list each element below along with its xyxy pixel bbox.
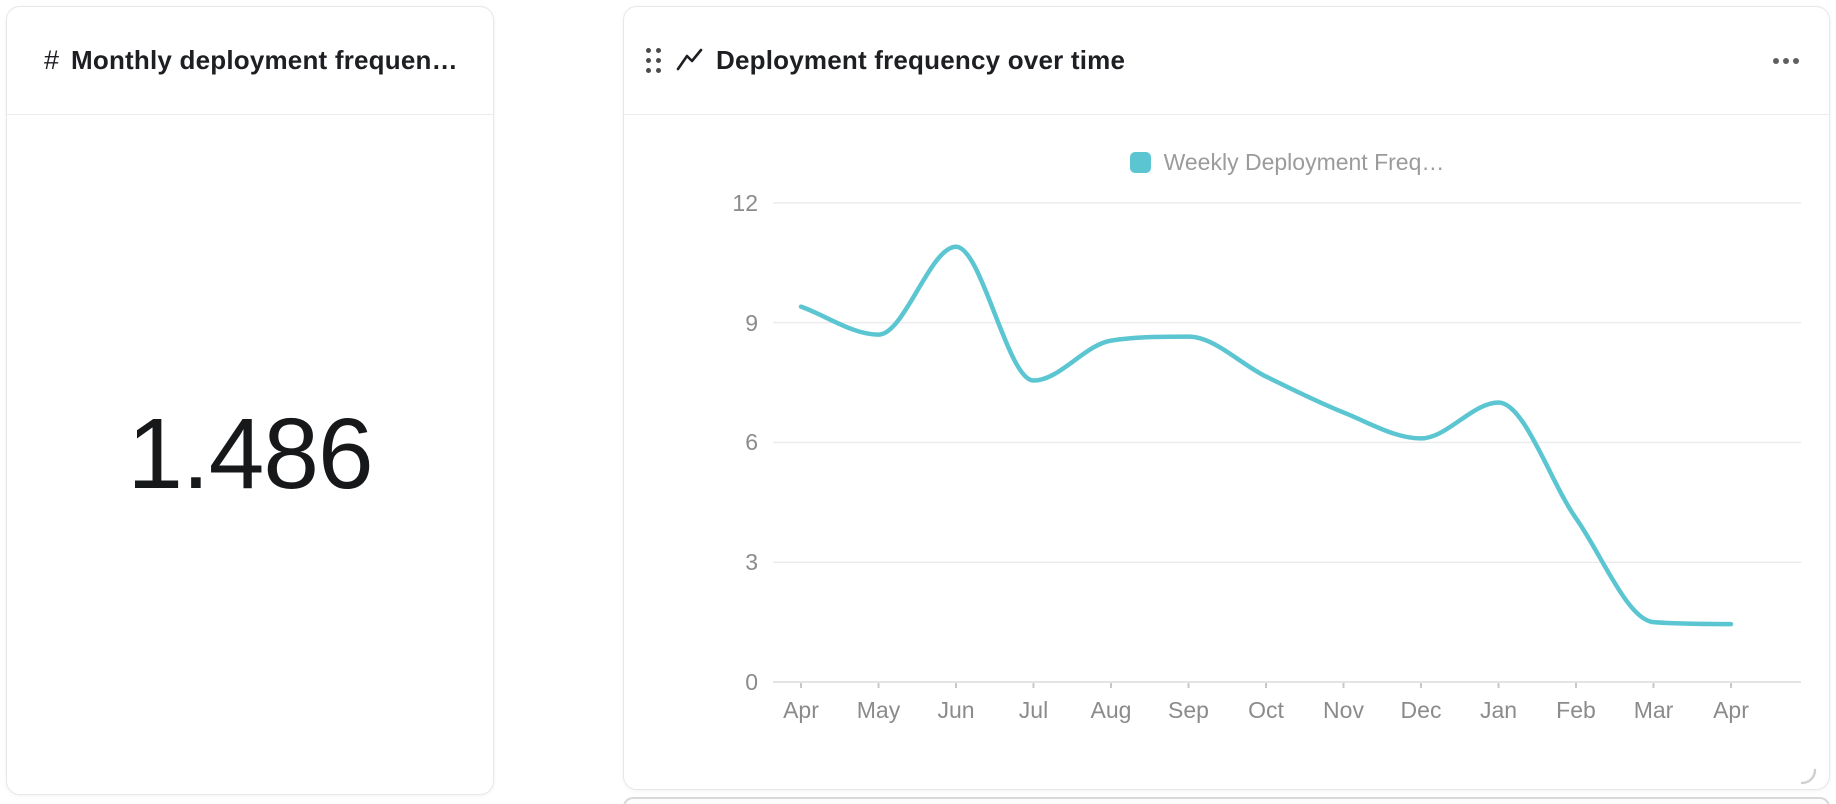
next-widget-top-edge [623,797,1830,804]
chart-card-title: Deployment frequency over time [716,45,1126,75]
x-axis-tick-label: Jun [937,697,975,723]
hash-icon: # [44,45,60,75]
x-axis-tick-label: Aug [1090,697,1132,723]
y-axis-tick-label: 6 [745,429,758,456]
y-axis-tick-label: 12 [732,189,758,216]
x-axis-tick-label: Oct [1248,697,1284,723]
resize-handle-icon[interactable] [1799,767,1817,785]
x-axis-tick-label: Nov [1323,697,1364,723]
chart-card-header: Deployment frequency over time [624,7,1829,115]
x-axis-tick-label: Mar [1633,697,1674,723]
drag-handle-icon[interactable] [646,48,661,73]
metric-card-header: # Monthly deployment frequen… [7,7,493,115]
legend-swatch [1129,151,1151,173]
x-axis-tick-label: Sep [1168,697,1209,723]
legend-item[interactable]: Weekly Deployment Freq… [773,147,1801,177]
x-axis-tick-label: Dec [1400,697,1442,723]
metric-value: 1.486 [127,398,373,510]
chart-card: Deployment frequency over time Weekly De… [623,6,1830,790]
metric-card-title: Monthly deployment frequen… [71,45,458,75]
x-axis-tick-label: Apr [783,697,819,723]
x-axis-tick-label: May [856,697,901,723]
y-axis-tick-label: 9 [745,309,758,336]
legend-label: Weekly Deployment Freq… [1163,148,1445,175]
x-axis-tick-label: Feb [1556,697,1596,723]
x-axis-tick-label: Jan [1479,697,1518,723]
metric-card-body: 1.486 [7,115,493,794]
series-line-weekly-deployment-frequency[interactable] [798,244,1734,627]
metric-card: # Monthly deployment frequen… 1.486 [6,6,494,795]
x-axis-tick-label: Jul [1018,697,1049,723]
x-axis-tick-label: Apr [1713,697,1749,723]
y-axis-tick-label: 0 [745,669,758,695]
more-menu-button[interactable] [1771,50,1801,72]
deployment-frequency-chart[interactable] [624,117,1829,789]
line-chart-icon [676,48,703,70]
ellipsis-icon [1773,57,1779,64]
chart-area: Weekly Deployment Freq… 0 3 6 9 12 Apr May Jun J… [624,117,1829,789]
y-axis-tick-label: 3 [745,549,758,576]
